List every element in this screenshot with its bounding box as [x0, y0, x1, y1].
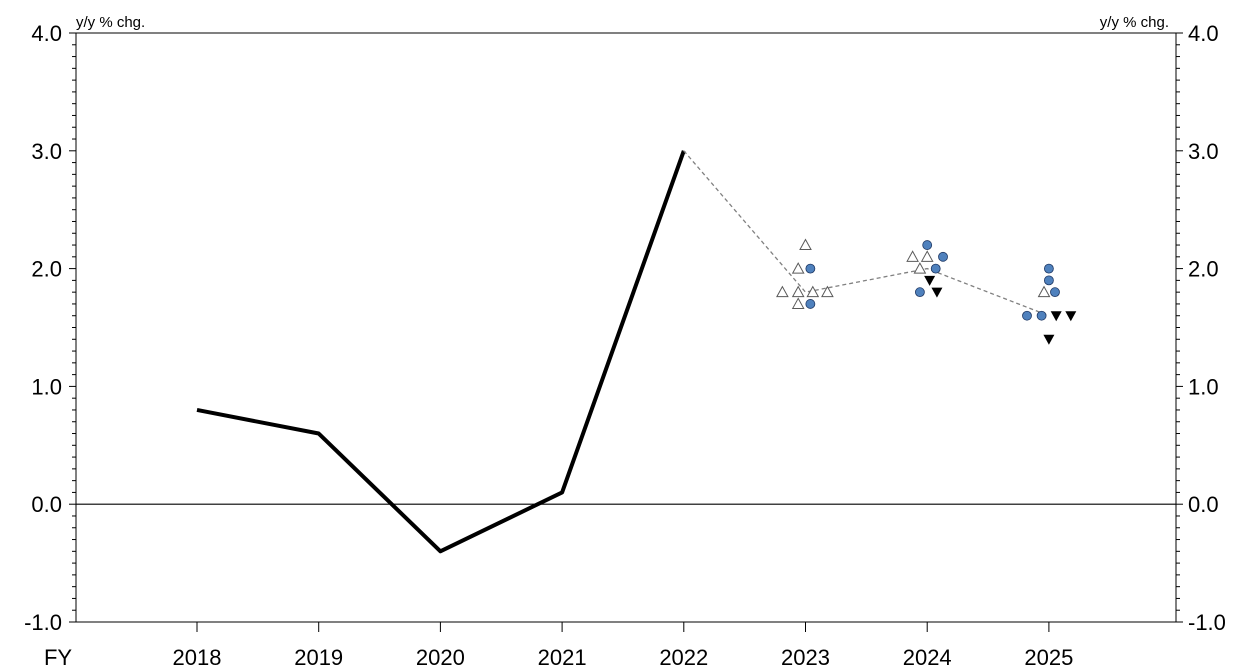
y-tick-label-right: 4.0 — [1188, 21, 1219, 46]
y-tick-label-right: 1.0 — [1188, 374, 1219, 399]
circle-marker — [1022, 310, 1032, 321]
circle-marker — [938, 251, 948, 262]
open-triangle-marker — [791, 285, 805, 298]
x-tick-label: 2019 — [294, 645, 343, 668]
y-axis-left: -1.0 0.0 1.0 2.0 3.0 4.0 — [24, 21, 76, 635]
x-tick-label: 2024 — [903, 645, 952, 668]
y-tick-label-left: 1.0 — [31, 374, 62, 399]
y-tick-label-right: 3.0 — [1188, 139, 1219, 164]
open-triangle-marker — [799, 238, 812, 251]
y-tick-label-left: 2.0 — [31, 257, 62, 282]
circle-marker — [805, 299, 816, 309]
marker-layer — [776, 238, 1077, 345]
y-tick-label-left: 0.0 — [31, 492, 62, 517]
y-tick-label-left: -1.0 — [24, 610, 62, 635]
down-triangle-marker — [1065, 311, 1077, 322]
series-layer — [196, 150, 1050, 554]
down-triangle-marker — [924, 275, 936, 286]
open-triangle-marker — [1037, 285, 1051, 298]
y-axis-right: -1.0 0.0 1.0 2.0 3.0 4.0 — [1176, 21, 1226, 635]
x-tick-label: 2018 — [173, 645, 222, 668]
circle-marker — [1044, 275, 1054, 286]
circle-marker — [930, 263, 941, 274]
down-triangle-marker — [1050, 311, 1062, 322]
plot-frame — [75, 32, 1177, 623]
open-triangle-marker — [776, 285, 789, 298]
down-triangle-marker — [931, 287, 943, 298]
circle-marker — [914, 287, 925, 298]
y-tick-label-right: 2.0 — [1188, 257, 1219, 282]
circle-marker — [1036, 310, 1047, 321]
y-tick-label-left: 3.0 — [31, 139, 62, 164]
actual-series-line — [196, 150, 686, 554]
x-tick-label: 2021 — [538, 645, 587, 668]
open-triangle-marker — [806, 285, 820, 298]
x-tick-label: 2022 — [659, 645, 708, 668]
y-tick-label-right: -1.0 — [1188, 610, 1226, 635]
y-tick-label-right: 0.0 — [1188, 492, 1219, 517]
open-triangle-marker — [913, 262, 927, 274]
x-tick-label: 2020 — [416, 645, 465, 668]
open-triangle-marker — [791, 297, 805, 309]
down-triangle-marker — [1043, 334, 1055, 345]
x-tick-label: 2023 — [781, 645, 830, 668]
open-triangle-marker — [791, 262, 805, 274]
x-tick-label: 2025 — [1024, 645, 1073, 668]
forecast-median-line — [683, 150, 1050, 317]
circle-marker — [922, 240, 933, 250]
x-axis: 2018 2019 2020 2021 2022 2023 2024 2025 — [173, 622, 1073, 668]
y-unit-label-right: y/y % chg. — [1100, 14, 1169, 31]
y-tick-label-left: 4.0 — [31, 21, 62, 46]
open-triangle-marker — [906, 250, 919, 262]
circle-marker — [1044, 263, 1054, 274]
circle-marker — [1050, 287, 1060, 298]
x-prefix-label: FY — [44, 645, 72, 668]
y-unit-label-left: y/y % chg. — [76, 14, 145, 31]
open-triangle-marker — [821, 285, 834, 298]
open-triangle-marker — [920, 250, 934, 262]
circle-marker — [805, 263, 816, 274]
